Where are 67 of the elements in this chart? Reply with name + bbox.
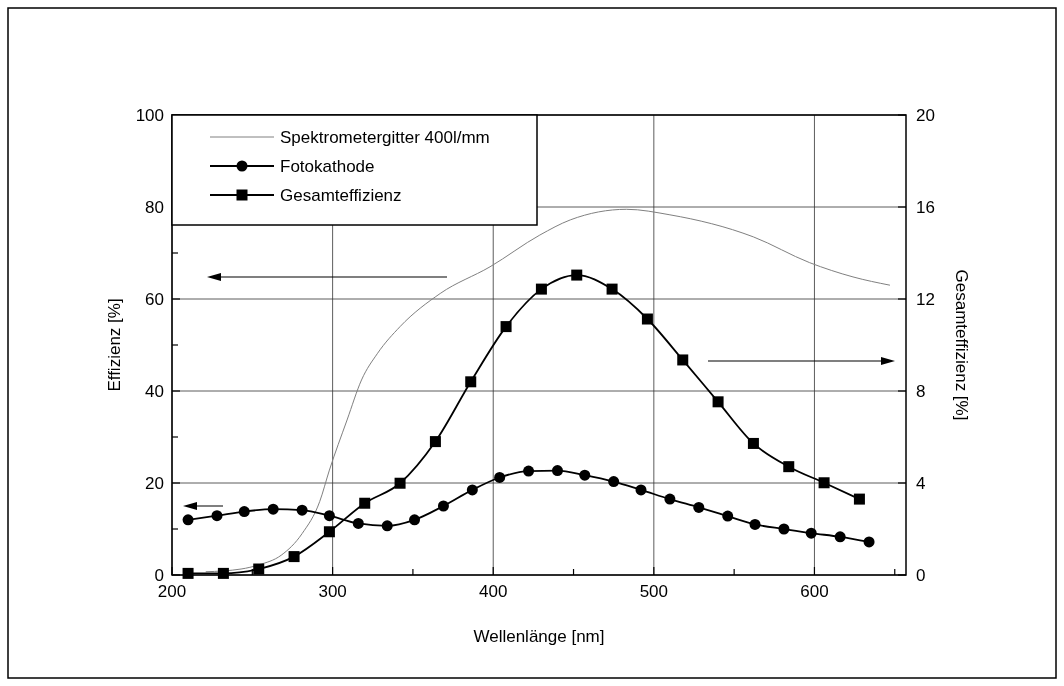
point	[288, 551, 300, 563]
point	[352, 517, 364, 529]
point	[747, 437, 759, 449]
y2-tick-label: 8	[916, 382, 926, 401]
x-tick-label: 600	[800, 582, 829, 601]
y2-axis-title: Gesamteffizienz [%]	[952, 269, 971, 421]
point	[805, 527, 817, 539]
point	[693, 501, 705, 513]
x-tick-label: 300	[318, 582, 347, 601]
point	[523, 465, 535, 477]
point	[494, 471, 506, 483]
point	[579, 469, 591, 481]
y2-tick-label: 12	[916, 290, 935, 309]
legend-label: Fotokathode	[280, 157, 375, 176]
point	[267, 503, 279, 515]
point	[437, 500, 449, 512]
y-tick-label: 0	[154, 566, 164, 585]
point	[778, 523, 790, 535]
point	[635, 484, 647, 496]
point	[677, 354, 689, 366]
y-tick-label: 20	[145, 474, 164, 493]
point	[211, 510, 223, 522]
point	[182, 514, 194, 526]
point	[664, 493, 676, 505]
legend-label: Gesamteffizienz	[280, 186, 402, 205]
point	[500, 321, 512, 333]
point	[381, 520, 393, 532]
point	[749, 518, 761, 530]
line-series	[205, 208, 891, 573]
y-tick-label: 60	[145, 290, 164, 309]
point	[863, 536, 875, 548]
point	[394, 477, 406, 489]
point	[571, 269, 583, 281]
point	[818, 477, 830, 489]
point	[606, 283, 618, 295]
y-tick-label: 40	[145, 382, 164, 401]
x-tick-label: 400	[479, 582, 508, 601]
point	[409, 514, 421, 526]
y2-tick-label: 0	[916, 566, 926, 585]
y-tick-label: 100	[135, 106, 164, 125]
point	[783, 461, 795, 473]
x-tick-label: 500	[639, 582, 669, 601]
point	[465, 376, 477, 388]
point	[238, 506, 250, 518]
point	[853, 493, 865, 505]
point	[323, 526, 335, 538]
point	[359, 497, 371, 509]
point	[551, 465, 563, 477]
point	[834, 531, 846, 543]
y-axis-title: Effizienz [%]	[105, 298, 124, 392]
y-tick-label: 80	[145, 198, 164, 217]
y2-tick-label: 4	[916, 474, 926, 493]
point	[712, 396, 724, 408]
point	[641, 313, 653, 325]
point	[429, 436, 441, 448]
point	[323, 510, 335, 522]
y2-tick-label: 20	[916, 106, 935, 125]
point	[722, 510, 734, 522]
x-axis-title: Wellenlänge [nm]	[473, 627, 605, 646]
point	[466, 484, 478, 496]
point	[608, 476, 620, 488]
legend-label: Spektrometergitter 400l/mm	[280, 128, 490, 147]
y2-tick-label: 16	[916, 198, 935, 217]
point	[535, 283, 547, 295]
point	[296, 504, 308, 516]
point	[253, 563, 265, 575]
x-tick-label: 200	[157, 582, 187, 601]
